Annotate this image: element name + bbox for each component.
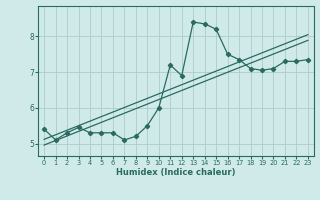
X-axis label: Humidex (Indice chaleur): Humidex (Indice chaleur) bbox=[116, 168, 236, 177]
